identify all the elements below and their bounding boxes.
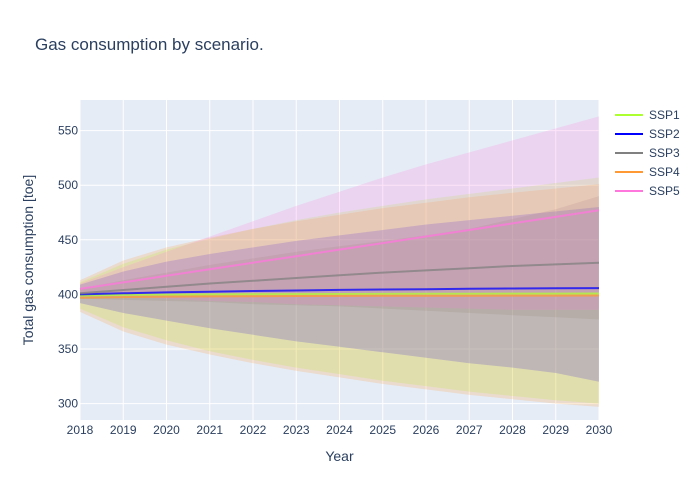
legend-label: SSP1 [649,108,680,122]
x-axis-title: Year [325,448,354,464]
y-tick-label: 450 [58,233,78,247]
y-tick-label: 300 [58,397,78,411]
legend-label: SSP3 [649,146,680,160]
line-ssp5[interactable] [79,209,600,290]
plot-area[interactable] [79,100,600,420]
x-tick-label: 2024 [326,423,353,437]
x-tick-label: 2021 [196,423,223,437]
y-tick-label: 400 [58,287,78,301]
x-tick-label: 2019 [110,423,137,437]
y-tick-label: 550 [58,124,78,138]
line-ssp4[interactable] [79,294,600,299]
band-ssp5 [80,116,599,310]
legend[interactable]: SSP1 SSP2 SSP3 SSP4 SSP5 [615,108,680,198]
x-tick-label: 2028 [499,423,526,437]
x-tick-label: 2027 [456,423,483,437]
x-tick-label: 2029 [542,423,569,437]
y-axis-title: Total gas consumption [toe] [20,175,36,345]
x-tick-label: 2022 [240,423,267,437]
line-ssp1[interactable] [79,292,600,297]
x-tick-label: 2018 [67,423,94,437]
legend-label: SSP2 [649,127,680,141]
legend-label: SSP4 [649,165,680,179]
legend-label: SSP5 [649,184,680,198]
x-tick-label: 2023 [283,423,310,437]
y-tick-label: 350 [58,342,78,356]
chart-title: Gas consumption by scenario. [35,35,264,54]
y-tick-label: 500 [58,178,78,192]
line-ssp3[interactable] [79,261,600,295]
x-tick-label: 2020 [153,423,180,437]
x-tick-label: 2025 [369,423,396,437]
line-ssp2[interactable] [79,287,600,296]
x-tick-label: 2030 [586,423,613,437]
x-tick-label: 2026 [413,423,440,437]
